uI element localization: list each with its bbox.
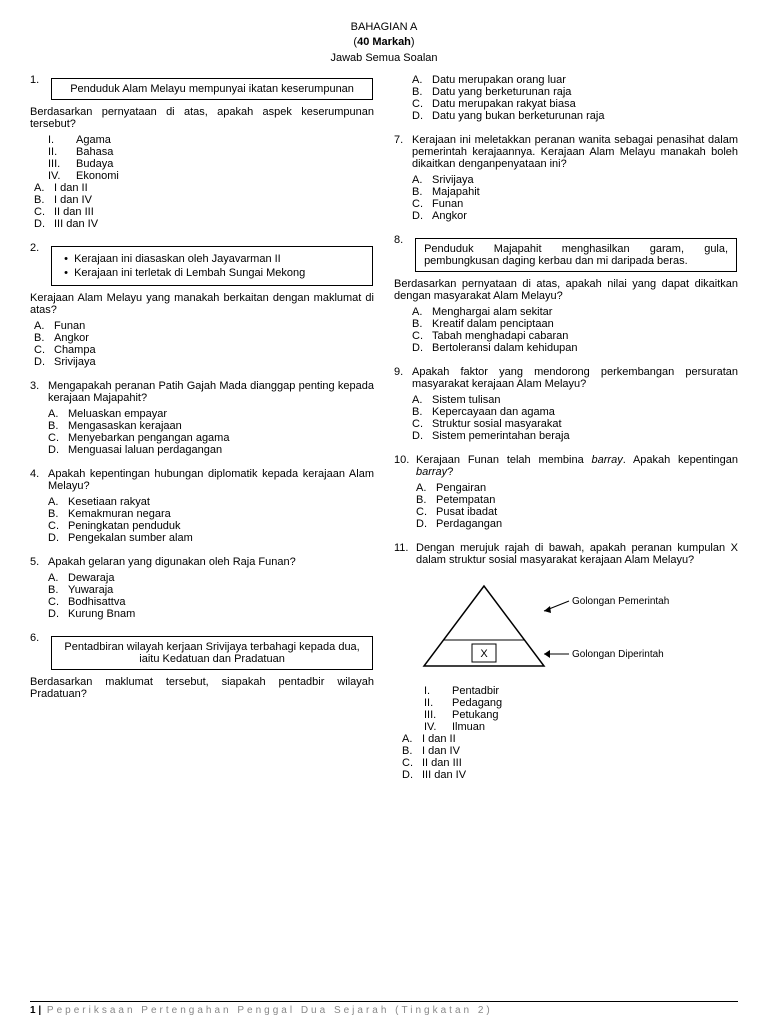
question-1: 1. Penduduk Alam Melayu mempunyai ikatan… — [30, 74, 374, 230]
question-6-options: A.Datu merupakan orang luar B.Datu yang … — [394, 74, 738, 122]
q1-num: 1. — [30, 74, 48, 86]
q1-roman: I.Agama II.Bahasa III.Budaya IV.Ekonomi — [30, 134, 374, 182]
q2-options: A.Funan B.Angkor C.Champa D.Srivijaya — [30, 320, 374, 368]
q11-options: A.I dan II B.I dan IV C.II dan III D.III… — [394, 733, 738, 781]
question-5: 5. Apakah gelaran yang digunakan oleh Ra… — [30, 556, 374, 620]
q11-text: Dengan merujuk rajah di bawah, apakah pe… — [416, 542, 738, 566]
q11-num: 11. — [394, 542, 416, 570]
header-line2: (40 Markah) — [30, 35, 738, 50]
q9-text: Apakah faktor yang mendorong perkembanga… — [412, 366, 738, 390]
q2-num: 2. — [30, 242, 48, 254]
triangle-diagram-icon: X Golongan Pemerintah Golongan Diperinta… — [394, 576, 714, 676]
question-6: 6. Pentadbiran wilayah kerjaan Srivijaya… — [30, 632, 374, 700]
question-4: 4. Apakah kepentingan hubungan diplomati… — [30, 468, 374, 544]
label-top: Golongan Pemerintah — [572, 596, 669, 607]
q6-text: Berdasarkan maklumat tersebut, siapakah … — [30, 676, 374, 700]
label-bottom: Golongan Diperintah — [572, 649, 664, 660]
q8-num: 8. — [394, 234, 412, 246]
footer-text: Peperiksaan Pertengahan Penggal Dua Seja… — [47, 1005, 493, 1016]
page-number: 1 | — [30, 1005, 41, 1016]
question-8: 8. Penduduk Majapahit menghasilkan garam… — [394, 234, 738, 354]
q3-text: Mengapakah peranan Patih Gajah Mada dian… — [48, 380, 374, 404]
question-9: 9. Apakah faktor yang mendorong perkemba… — [394, 366, 738, 442]
q8-text: Berdasarkan pernyataan di atas, apakah n… — [394, 278, 738, 302]
q9-num: 9. — [394, 366, 412, 394]
question-7: 7. Kerajaan ini meletakkan peranan wanit… — [394, 134, 738, 222]
q5-options: A.Dewaraja B.Yuwaraja C.Bodhisattva D.Ku… — [30, 572, 374, 620]
q10-text: Kerajaan Funan telah membina barray. Apa… — [416, 454, 738, 478]
header-line3: Jawab Semua Soalan — [30, 51, 738, 66]
q8-options: A.Menghargai alam sekitar B.Kreatif dala… — [394, 306, 738, 354]
left-column: 1. Penduduk Alam Melayu mempunyai ikatan… — [30, 74, 374, 793]
q7-num: 7. — [394, 134, 412, 174]
q9-options: A.Sistem tulisan B.Kepercayaan dan agama… — [394, 394, 738, 442]
q2-text: Kerajaan Alam Melayu yang manakah berkai… — [30, 292, 374, 316]
q6-box: Pentadbiran wilayah kerjaan Srivijaya te… — [51, 636, 373, 670]
q5-text: Apakah gelaran yang digunakan oleh Raja … — [48, 556, 374, 568]
question-11: 11. Dengan merujuk rajah di bawah, apaka… — [394, 542, 738, 781]
q3-options: A.Meluaskan empayar B.Mengasaskan keraja… — [30, 408, 374, 456]
q1-text: Berdasarkan pernyataan di atas, apakah a… — [30, 106, 374, 130]
q3-num: 3. — [30, 380, 48, 408]
question-3: 3. Mengapakah peranan Patih Gajah Mada d… — [30, 380, 374, 456]
q10-options: A.Pengairan B.Petempatan C.Pusat ibadat … — [394, 482, 738, 530]
q4-options: A.Kesetiaan rakyat B.Kemakmuran negara C… — [30, 496, 374, 544]
header-line1: BAHAGIAN A — [30, 20, 738, 35]
content-columns: 1. Penduduk Alam Melayu mempunyai ikatan… — [30, 74, 738, 793]
q7-options: A.Srivijaya B.Majapahit C.Funan D.Angkor — [394, 174, 738, 222]
q7-text: Kerajaan ini meletakkan peranan wanita s… — [412, 134, 738, 170]
q4-text: Apakah kepentingan hubungan diplomatik k… — [48, 468, 374, 492]
q2-box: •Kerajaan ini diasaskan oleh Jayavarman … — [51, 246, 373, 286]
q1-box: Penduduk Alam Melayu mempunyai ikatan ke… — [51, 78, 373, 100]
q11-roman: I.Pentadbir II.Pedagang III.Petukang IV.… — [394, 685, 738, 733]
q4-num: 4. — [30, 468, 48, 496]
section-header: BAHAGIAN A (40 Markah) Jawab Semua Soala… — [30, 20, 738, 66]
right-column: A.Datu merupakan orang luar B.Datu yang … — [394, 74, 738, 793]
q6-num: 6. — [30, 632, 48, 644]
question-2: 2. •Kerajaan ini diasaskan oleh Jayavarm… — [30, 242, 374, 368]
q5-num: 5. — [30, 556, 48, 572]
question-10: 10. Kerajaan Funan telah membina barray.… — [394, 454, 738, 530]
q8-box: Penduduk Majapahit menghasilkan garam, g… — [415, 238, 737, 272]
q10-num: 10. — [394, 454, 416, 482]
q11-diagram: X Golongan Pemerintah Golongan Diperinta… — [394, 576, 738, 679]
x-label: X — [480, 648, 488, 660]
page-footer: 1 | Peperiksaan Pertengahan Penggal Dua … — [30, 1001, 738, 1016]
q1-options: A.I dan II B.I dan IV C.II dan III D.III… — [30, 182, 374, 230]
